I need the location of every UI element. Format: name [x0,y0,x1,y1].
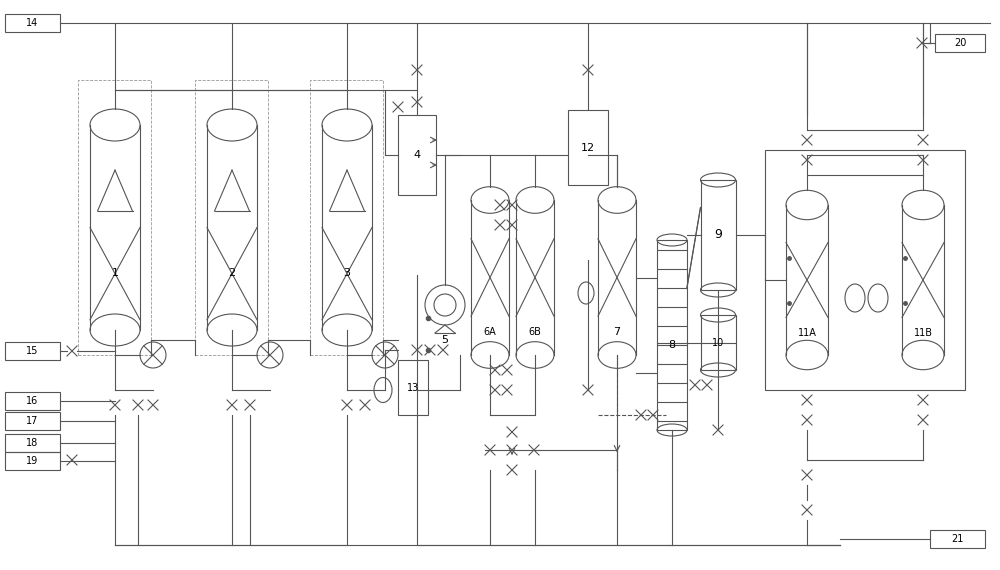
Text: 12: 12 [581,143,595,153]
Text: 16: 16 [26,396,38,406]
Bar [568,110,608,185]
Bar [930,530,985,548]
Bar [398,360,428,415]
Bar [700,180,736,290]
Bar [398,115,436,195]
Text: 1: 1 [112,267,119,278]
Bar [5,342,60,360]
Bar [195,80,268,355]
Bar [5,392,60,410]
Text: 17: 17 [26,416,38,426]
Text: 15: 15 [26,346,38,356]
Bar [935,34,985,52]
Text: 13: 13 [407,383,419,393]
Text: 11B: 11B [914,328,932,337]
Bar [657,240,687,430]
Text: 6A: 6A [484,327,496,337]
Bar [310,80,383,355]
Text: 8: 8 [668,340,676,349]
Bar [5,434,60,452]
Text: 5: 5 [442,335,448,345]
Text: 21: 21 [951,534,963,544]
Bar [700,315,736,370]
Text: 18: 18 [26,438,38,448]
Text: 3: 3 [344,267,351,278]
Bar [5,14,60,32]
Text: 14: 14 [26,18,38,28]
Text: 10: 10 [712,337,724,348]
Bar [765,150,965,390]
Text: 6B: 6B [529,327,541,337]
Text: 9: 9 [714,229,722,242]
Bar [5,412,60,430]
Bar [78,80,151,355]
Text: 11A: 11A [798,328,816,337]
Text: 20: 20 [954,38,966,48]
Text: 2: 2 [228,267,236,278]
Text: 7: 7 [613,327,621,337]
Text: 4: 4 [413,150,421,160]
Bar [5,452,60,470]
Text: 19: 19 [26,456,38,466]
